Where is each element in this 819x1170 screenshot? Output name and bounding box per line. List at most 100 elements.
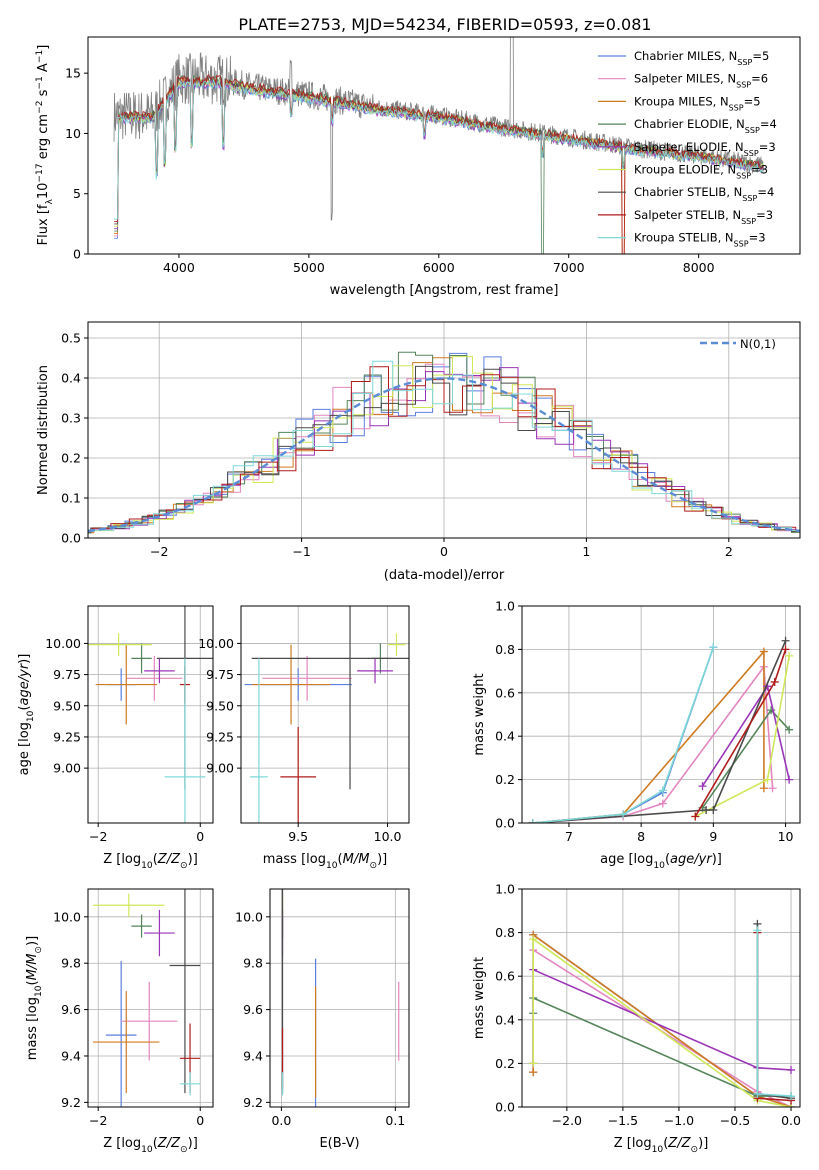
axes-frame <box>240 605 410 824</box>
weight-marker <box>658 799 667 808</box>
frame: 7 8 9 10 0.0 0.2 0.4 0.6 0.8 1.0 age [log10(age/yr… <box>472 599 801 871</box>
y-tick-label: 0.5 <box>61 331 81 346</box>
y-tick-label: 9.00 <box>206 761 234 776</box>
x-tick-label: 0.0 <box>781 1113 801 1128</box>
x-tick-label: −2 <box>89 829 107 844</box>
x-tick-label: 7000 <box>553 260 585 275</box>
histogram-5 <box>88 367 800 532</box>
y-tick-label: 1.0 <box>495 599 515 614</box>
legend-label-1: Chabrier MILES, NSSP=5 <box>634 49 769 67</box>
point-6 <box>93 893 165 917</box>
legend-label-6: Kroupa ELODIE, NSSP=3 <box>634 163 768 181</box>
axes-frame <box>269 888 410 1108</box>
x-tick-label: −2.0 <box>552 1113 582 1128</box>
legend-label-4: Chabrier ELODIE, NSSP=4 <box>634 117 777 135</box>
normal-reference-curve <box>88 377 800 533</box>
weight-series-7 <box>528 636 790 823</box>
y-tick-label: 9.2 <box>61 1095 81 1110</box>
x-axis-label: (data-model)/error <box>384 568 505 583</box>
y-tick-label: 0.4 <box>61 371 81 386</box>
y-tick-label: 0.0 <box>495 816 515 831</box>
y-tick-label: 0.8 <box>495 925 515 940</box>
y-tick-label: 9.8 <box>61 956 81 971</box>
y-tick-label: 9.2 <box>243 1095 263 1110</box>
weight-line <box>532 646 715 823</box>
x-axis-label: Z [log10(Z/Z⊙)] <box>103 1136 198 1155</box>
point-2 <box>121 981 178 1061</box>
plot-area <box>529 919 796 1107</box>
x-tick-label: 0 <box>196 1113 204 1128</box>
y-tick-label: 0.1 <box>61 491 81 506</box>
weight-series-4 <box>529 994 796 1101</box>
y-axis-label: Normed distribution <box>36 365 51 495</box>
legend-label-3: Kroupa MILES, NSSP=5 <box>634 94 761 112</box>
weight-marker <box>768 784 777 793</box>
legend-label-7: Chabrier STELIB, NSSP=4 <box>634 185 774 203</box>
weight-line <box>532 933 792 1107</box>
axes-age_vs_mass: 9.5 10.0 9.00 9.25 9.50 9.75 10.00 mass [log10(… <box>198 605 410 871</box>
y-tick-label: 9.00 <box>53 761 81 776</box>
weight-line <box>756 923 792 1100</box>
y-tick-label: 9.6 <box>61 1002 81 1017</box>
y-tick-label: 9.25 <box>206 729 234 744</box>
frame: −2 0 9.00 9.25 9.50 9.75 10.00 Z [log10(Z/Z⊙)] a… <box>17 605 214 871</box>
weight-line <box>532 646 715 823</box>
legend: Chabrier MILES, NSSP=5 Salpeter MILES, NS… <box>598 49 777 248</box>
weight-marker <box>759 647 768 656</box>
weight-marker <box>781 636 790 645</box>
x-tick-label: 6000 <box>423 260 455 275</box>
x-axis-label: wavelength [Angstrom, rest frame] <box>330 283 559 298</box>
y-tick-label: 0.6 <box>495 685 515 700</box>
x-tick-label: 0.1 <box>385 1113 405 1128</box>
point-9 <box>249 658 268 823</box>
y-tick-label: 9.8 <box>243 956 263 971</box>
x-tick-label: −1 <box>292 544 310 559</box>
weight-marker <box>709 805 718 814</box>
weight-marker <box>787 1092 796 1101</box>
x-tick-label: 10.0 <box>374 829 402 844</box>
axes-frame <box>521 888 801 1108</box>
axes-frame <box>87 36 801 255</box>
weight-marker <box>529 1068 538 1077</box>
legend-label-2: Salpeter MILES, NSSP=6 <box>634 72 768 90</box>
weight-line <box>532 937 792 1107</box>
axes-spectrum: 4000 5000 6000 7000 8000 0 5 10 15 wavelength [An… <box>35 36 801 298</box>
x-tick-label: 0 <box>196 829 204 844</box>
x-tick-label: 10 <box>778 829 794 844</box>
x-tick-label: 0.0 <box>271 1113 291 1128</box>
x-axis-label: Z [log10(Z/Z⊙)] <box>614 1136 709 1155</box>
weight-line <box>532 640 787 823</box>
plot-area <box>528 636 794 823</box>
x-tick-label: 8 <box>637 829 645 844</box>
x-tick-label: 5000 <box>293 260 325 275</box>
y-axis-label: age [log10(age/yr)] <box>17 654 36 776</box>
y-tick-label: 9.4 <box>243 1048 263 1063</box>
y-tick-label: 9.75 <box>53 667 81 682</box>
frame: 9.5 10.0 9.00 9.25 9.50 9.75 10.00 mass [log10(… <box>198 605 410 871</box>
axes-frame <box>87 888 214 1108</box>
model-spectrum-9 <box>114 78 764 220</box>
legend-label-8: Salpeter STELIB, NSSP=3 <box>634 208 773 226</box>
weight-marker <box>785 651 794 660</box>
y-tick-label: 0.0 <box>61 531 81 546</box>
point-5 <box>144 909 175 957</box>
point-4 <box>131 914 152 938</box>
y-tick-label: 0.4 <box>495 729 515 744</box>
histogram-8 <box>88 366 800 533</box>
y-tick-label: 0.2 <box>495 1056 515 1071</box>
axes-weight_vs_age: 7 8 9 10 0.0 0.2 0.4 0.6 0.8 1.0 age [log10(age/yr… <box>472 599 801 871</box>
weight-series-9 <box>753 926 796 1101</box>
weight-marker <box>787 1065 796 1074</box>
point-3 <box>93 991 160 1094</box>
point-8 <box>280 726 317 823</box>
y-tick-label: 10.0 <box>53 909 81 924</box>
axes-residuals: −2 −1 0 1 2 0.0 0.1 0.2 0.3 0.4 0.5 N(0,1) (data-mod… <box>36 321 801 583</box>
point-9 <box>164 658 206 823</box>
weight-marker <box>691 812 700 821</box>
weight-marker <box>709 643 718 652</box>
legend-label-9: Kroupa STELIB, NSSP=3 <box>634 231 766 249</box>
y-tick-label: 0.8 <box>495 642 515 657</box>
x-tick-label: 0 <box>440 544 448 559</box>
axes-age_vs_Z: −2 0 9.00 9.25 9.50 9.75 10.00 Z [log10(Z/Z⊙)] a… <box>17 605 214 871</box>
weight-line <box>532 649 765 823</box>
